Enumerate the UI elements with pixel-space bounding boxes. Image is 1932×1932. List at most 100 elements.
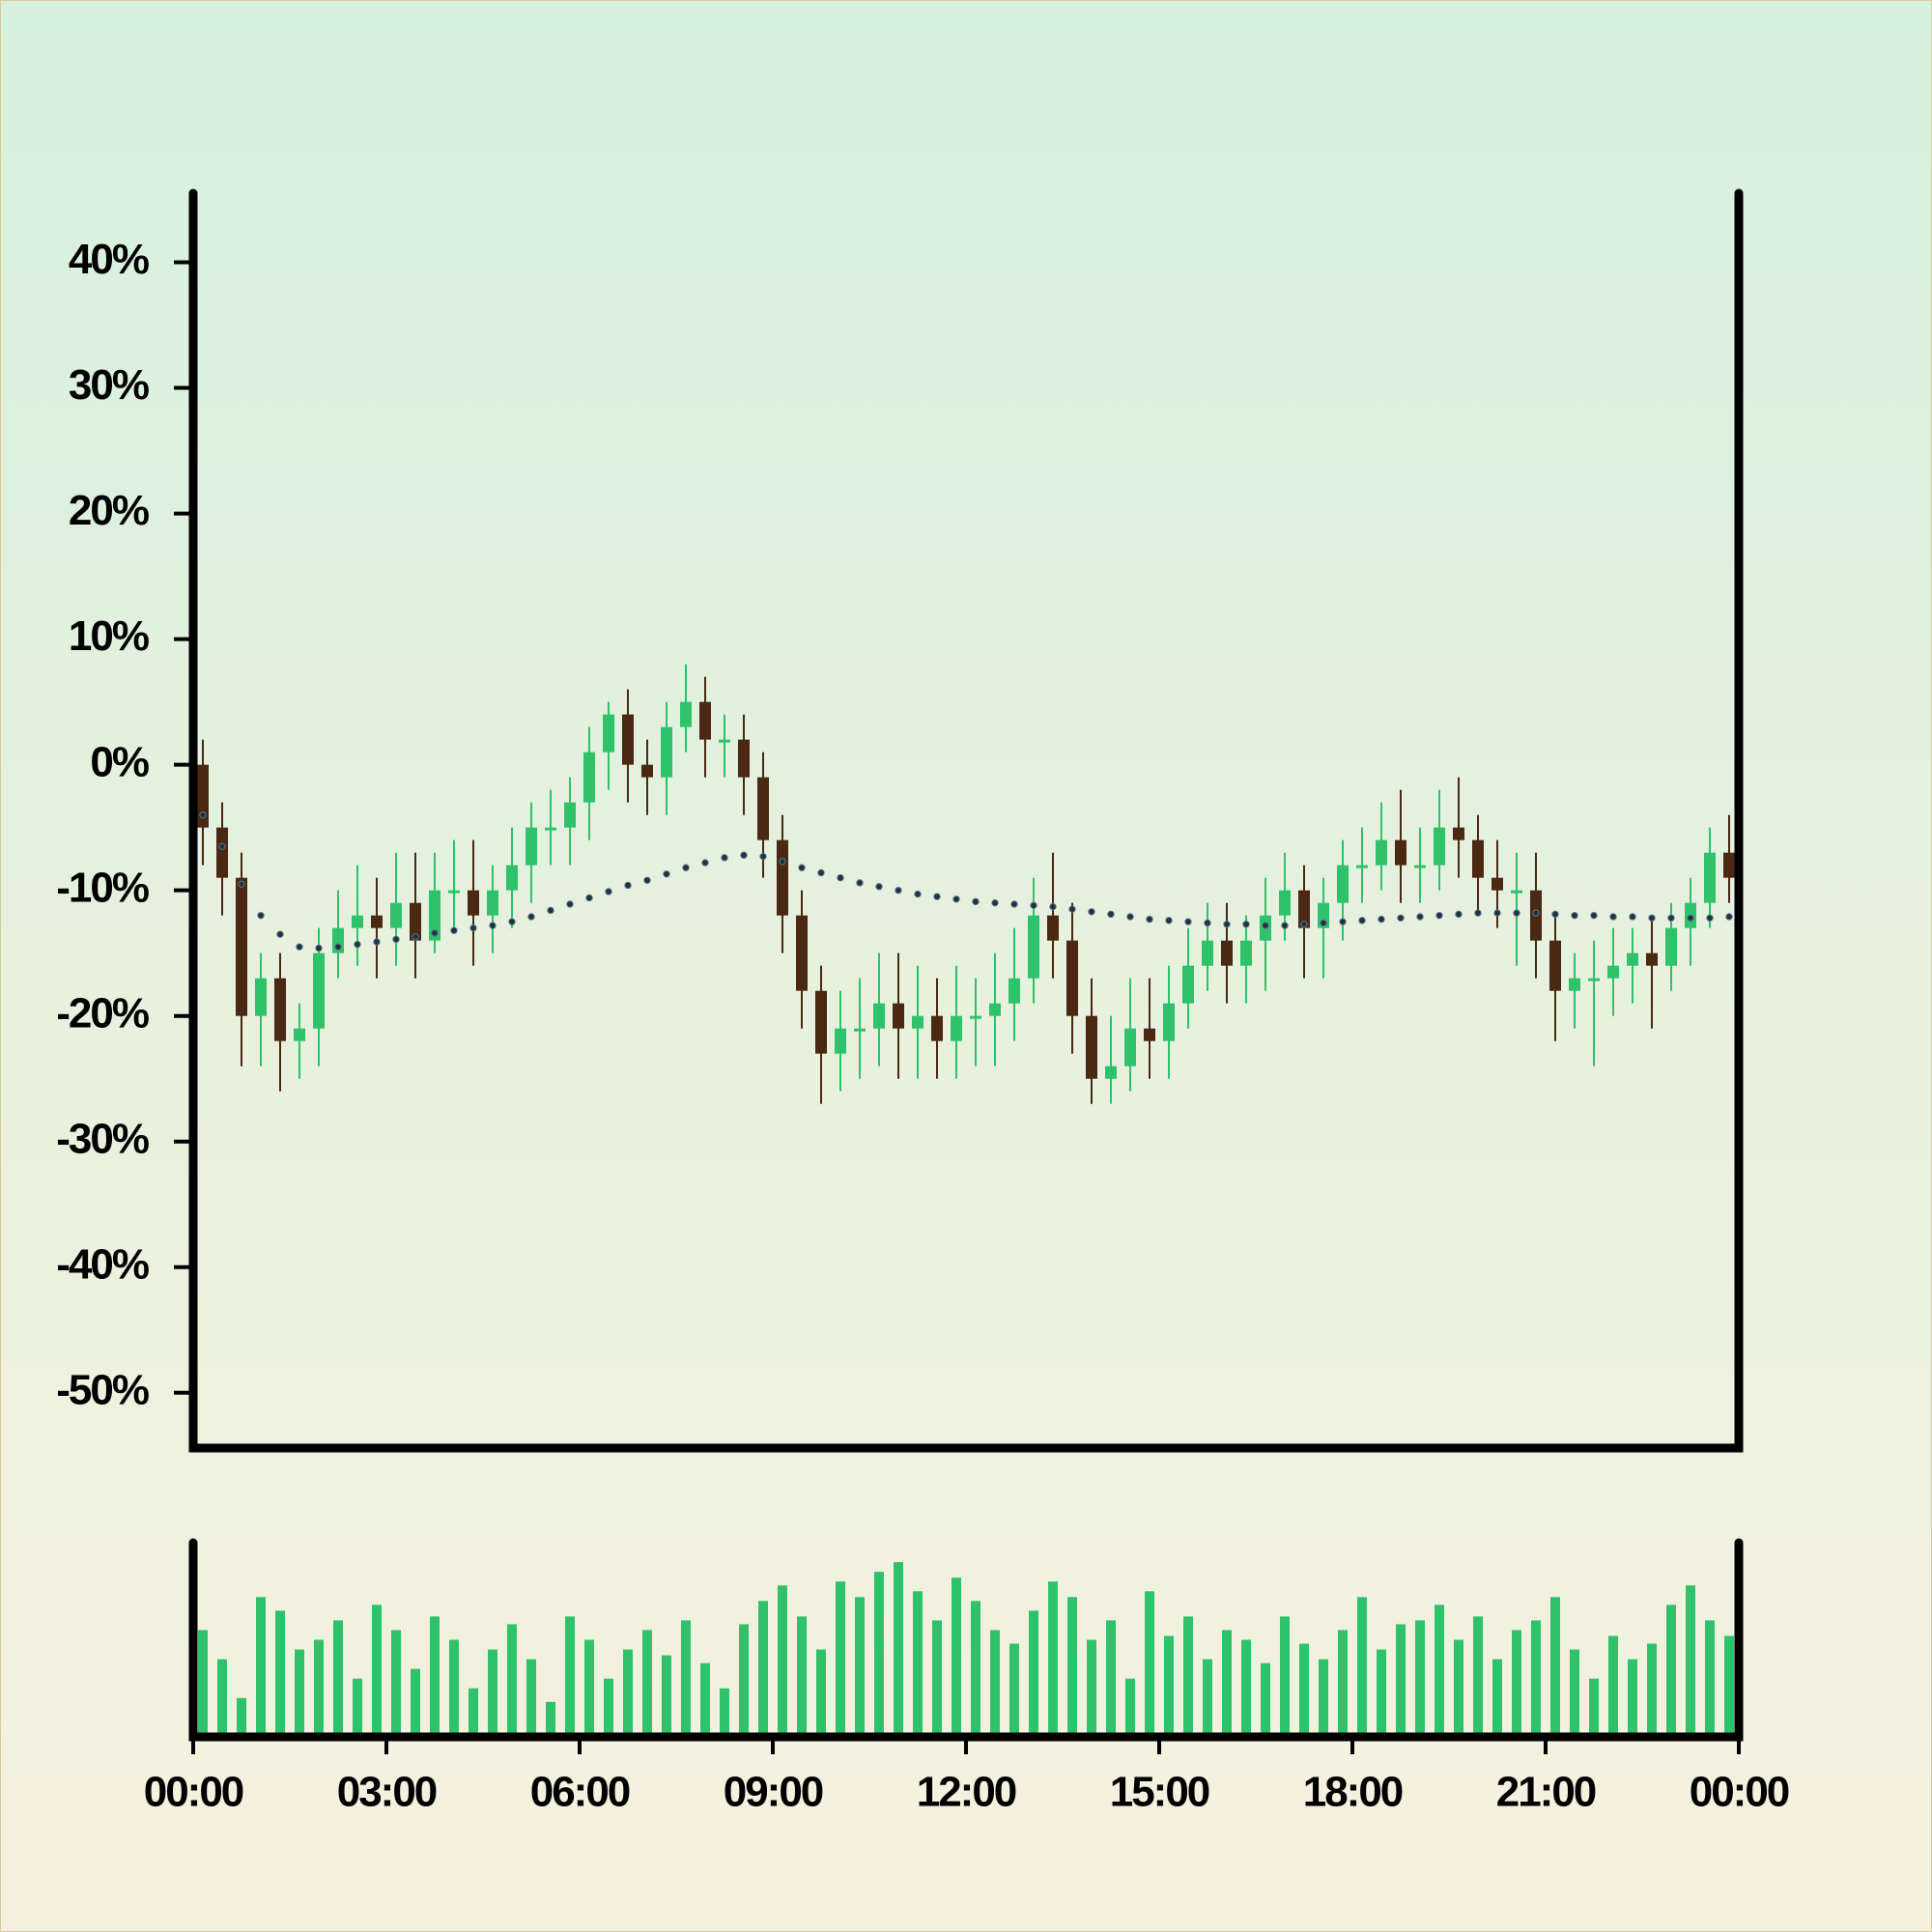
ma-dot (1648, 914, 1656, 922)
ma-dot (798, 864, 806, 871)
volume-bar (353, 1678, 362, 1737)
y-tick-label: 0% (90, 738, 148, 785)
candle-body (1646, 952, 1658, 966)
ma-dot (1725, 913, 1733, 921)
candle-body (274, 978, 286, 1041)
candle-body (216, 827, 228, 878)
candle-body (197, 764, 209, 828)
ma-dot (682, 864, 690, 871)
candle-body (236, 877, 247, 1016)
volume-bar (1087, 1639, 1096, 1737)
candle-body (1588, 978, 1600, 981)
candle-body (854, 1028, 866, 1032)
volume-bar (816, 1649, 826, 1737)
volume-bar (1666, 1605, 1676, 1737)
plot-layer: 40% 30% 20% 10% 0% -10% -20% -30% -40% -50% 00:00 0… (56, 236, 1791, 1816)
ma-dot (1068, 905, 1076, 913)
candle-body (796, 915, 808, 991)
ma-dot (334, 943, 342, 951)
volume-bar (604, 1678, 613, 1737)
volume-axes (188, 1538, 1744, 1742)
ma-dot (199, 810, 207, 819)
volume-bar (739, 1624, 749, 1737)
volume-bar (1435, 1605, 1444, 1737)
candle-body (564, 802, 576, 828)
candle-body (1028, 915, 1039, 979)
volume-bar (758, 1601, 768, 1737)
volume-bar (1241, 1639, 1251, 1737)
y-tick-label: -40% (56, 1240, 149, 1288)
ma-dot (837, 873, 844, 882)
volume-bar (1009, 1643, 1019, 1737)
ma-dot (1281, 922, 1289, 929)
candle-body (1337, 865, 1349, 903)
candle-body (893, 1003, 904, 1029)
volume-bar (1396, 1624, 1406, 1737)
volume-bar (1067, 1597, 1077, 1737)
volume-bar (391, 1630, 401, 1737)
volume-bar (217, 1659, 227, 1737)
volume-bar (1125, 1678, 1135, 1737)
candle-body (912, 1015, 923, 1029)
volume-bar (275, 1610, 285, 1737)
ma-dot (1242, 921, 1250, 928)
ma-dot (1629, 913, 1636, 921)
ma-dot (1551, 910, 1559, 919)
volume-bar (1029, 1610, 1038, 1737)
candle-body (1453, 827, 1464, 840)
volume-bar (1512, 1630, 1521, 1737)
volume-bar (430, 1616, 440, 1737)
candle-body (1665, 927, 1677, 966)
ma-dot (1320, 919, 1327, 927)
y-tick-label: 40% (69, 236, 149, 283)
ma-dot (354, 940, 361, 949)
ma-dot (914, 890, 922, 898)
volume-bar (662, 1655, 671, 1737)
volume-bar (526, 1659, 536, 1737)
volume-bar (855, 1597, 865, 1737)
candle-body (1009, 978, 1020, 1004)
candle-body (1105, 1065, 1117, 1079)
volume-bar (1145, 1591, 1154, 1737)
ma-dot (895, 886, 902, 895)
candle-body (622, 714, 634, 765)
ma-dot (373, 938, 381, 946)
ma-dot (469, 923, 477, 932)
ma-dot (1493, 909, 1501, 917)
ma-dot (1435, 911, 1443, 920)
y-tick-label: -50% (56, 1366, 149, 1413)
x-tick-label: 21:00 (1496, 1769, 1596, 1816)
volume-bar (314, 1639, 324, 1737)
ma-dot (392, 935, 400, 944)
ma-dot (1358, 917, 1366, 924)
candle-body (1434, 827, 1445, 866)
volume-bar (411, 1668, 420, 1737)
candle-body (1240, 940, 1252, 966)
price-axes (188, 188, 1744, 1453)
ma-dot (450, 926, 458, 934)
volume-bar (874, 1572, 884, 1737)
ma-dot (1165, 917, 1173, 924)
ma-dot (779, 858, 786, 866)
volume-bar (778, 1585, 787, 1737)
ma-dot (527, 913, 535, 921)
x-tick-label: 00:00 (1690, 1769, 1789, 1816)
volume-bar (449, 1639, 459, 1737)
ma-dot (856, 879, 864, 887)
ma-dot (1339, 918, 1347, 925)
x-tick-label: 12:00 (917, 1769, 1016, 1816)
ma-dot (1223, 921, 1231, 928)
ma-dot (1687, 914, 1694, 922)
candle-body (738, 739, 750, 778)
ma-dot (991, 898, 999, 907)
volume-bar (1203, 1659, 1212, 1737)
ma-dot (1474, 909, 1482, 917)
volume-bar (1589, 1678, 1599, 1737)
candle-body (1627, 952, 1638, 966)
ma-dot (412, 933, 419, 941)
y-tick-label: 20% (69, 487, 149, 534)
volume-bar (1647, 1643, 1657, 1737)
candle-body (757, 777, 769, 840)
